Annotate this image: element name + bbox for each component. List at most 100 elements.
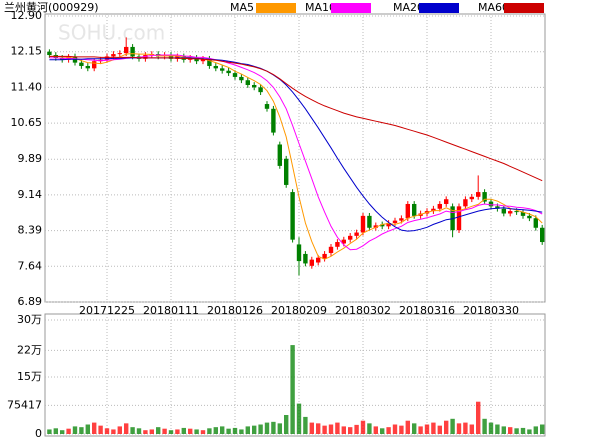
- candle-body: [264, 104, 270, 109]
- volume-bar: [533, 426, 538, 434]
- volume-bar: [303, 416, 308, 434]
- candle-body: [367, 215, 372, 228]
- x-tick-label: 20180126: [207, 304, 263, 317]
- volume-bar: [309, 422, 314, 434]
- candle-body: [482, 192, 487, 202]
- volume-bar: [328, 424, 334, 434]
- volume-bar: [405, 420, 410, 434]
- candle-body: [277, 144, 282, 166]
- y-tick-label: 15万: [17, 370, 42, 383]
- volume-bar: [149, 429, 154, 434]
- volume-bar: [501, 426, 506, 434]
- volume-bar: [392, 424, 398, 434]
- candle-body: [207, 58, 212, 66]
- volume-bar: [373, 426, 378, 434]
- volume-bar: [104, 428, 110, 434]
- x-tick-label: 20180111: [143, 304, 199, 317]
- ma-line: [49, 53, 543, 260]
- volume-bar: [72, 426, 78, 434]
- candle-body: [508, 211, 513, 214]
- candle-body: [309, 259, 314, 266]
- y-tick-label: 7.64: [18, 259, 43, 272]
- candle-body: [373, 225, 378, 228]
- y-tick-label: 9.14: [18, 188, 43, 201]
- volume-bar: [520, 427, 526, 434]
- y-tick-label: 0: [35, 427, 42, 440]
- candle-body: [296, 244, 302, 262]
- volume-bar: [181, 427, 186, 434]
- volume-bar: [66, 428, 71, 434]
- volume-bar: [220, 426, 225, 434]
- volume-bar: [316, 423, 321, 434]
- candle-body: [476, 192, 481, 197]
- candle-body: [200, 58, 206, 62]
- candle-body: [437, 203, 442, 209]
- volume-bar: [354, 424, 359, 434]
- legend-swatch: [331, 3, 371, 13]
- candle-body: [124, 46, 129, 54]
- y-tick-label: 11.40: [11, 80, 43, 93]
- volume-bar: [79, 427, 84, 434]
- candle-body: [463, 199, 468, 207]
- candle-body: [143, 55, 148, 59]
- x-tick-label: 20180209: [271, 304, 327, 317]
- volume-bar: [213, 427, 218, 434]
- volume-bar: [245, 426, 250, 434]
- y-tick-label: 22万: [17, 343, 42, 356]
- volume-bar: [168, 430, 174, 434]
- candle-body: [258, 87, 263, 93]
- candle-body: [92, 61, 97, 69]
- volume-bar: [271, 421, 276, 434]
- candle-body: [239, 76, 244, 81]
- y-tick-label: 9.89: [18, 152, 43, 165]
- volume-bar: [290, 345, 295, 434]
- candle-body: [252, 85, 257, 88]
- volume-bar: [514, 428, 519, 434]
- volume-bar: [162, 428, 167, 434]
- volume-bar: [92, 422, 97, 434]
- volume-bar: [277, 423, 282, 434]
- candle-body: [303, 253, 308, 264]
- ma-line: [49, 54, 543, 251]
- volume-bar: [194, 429, 199, 434]
- legend-label: MA5: [230, 1, 254, 14]
- volume-bar: [341, 426, 346, 434]
- candle-body: [85, 65, 90, 69]
- volume-bar: [424, 424, 430, 434]
- candle-body: [533, 218, 538, 228]
- candle-body: [47, 51, 52, 56]
- volume-bar: [111, 429, 116, 434]
- candle-body: [194, 57, 199, 62]
- volume-bar: [85, 424, 90, 434]
- ma-line: [49, 55, 543, 182]
- legend-label: MA20: [393, 1, 424, 14]
- volume-bar: [386, 427, 391, 434]
- candle-body: [380, 224, 385, 227]
- volume-bar: [175, 429, 180, 434]
- volume-bar: [418, 426, 423, 434]
- volume-bar: [188, 428, 193, 434]
- volume-bar: [431, 422, 436, 434]
- candle-body: [245, 80, 250, 86]
- candle-body: [335, 242, 340, 247]
- volume-bar: [200, 430, 206, 434]
- volume-bar: [456, 423, 462, 434]
- volume-bar: [367, 423, 372, 434]
- volume-bar: [476, 401, 481, 434]
- volume-bar: [380, 428, 385, 434]
- candle-body: [392, 220, 398, 224]
- candle-body: [284, 158, 289, 185]
- volume-bar: [335, 422, 340, 434]
- volume-bar: [98, 425, 103, 434]
- y-tick-label: 30万: [17, 313, 42, 326]
- volume-bar: [412, 423, 417, 434]
- candle-body: [341, 239, 346, 244]
- y-tick-label: 12.90: [11, 9, 43, 22]
- chart-title: 兰州黄河(000929): [4, 0, 99, 14]
- volume-bar: [53, 428, 58, 434]
- volume-frame: [44, 313, 546, 437]
- legend-swatch: [419, 3, 459, 13]
- candle-body: [354, 232, 359, 236]
- candle-body: [168, 55, 174, 59]
- candle-body: [514, 211, 519, 213]
